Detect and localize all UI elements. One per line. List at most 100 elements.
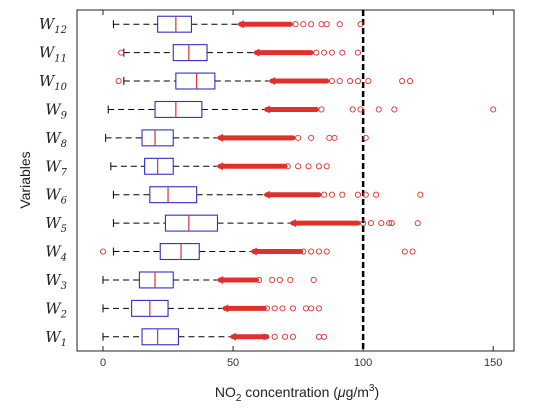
outlier-point [336,21,343,28]
box-series-group [99,15,497,346]
y-tick-label-subscript: 8 [61,139,67,150]
outlier-point [300,21,307,28]
outlier-point [308,248,315,255]
y-tick-label-letter: W [45,299,62,317]
y-tick-label: W5 [45,214,67,235]
outlier-point [287,276,294,284]
y-tick-label: W7 [45,157,67,178]
box-series-1 [102,328,328,346]
outlier-point [289,305,296,312]
outlier-point [399,77,406,85]
x-tick-label: 0 [100,357,106,369]
outlier-point [321,191,328,198]
outlier-point [386,220,393,227]
iqr-box [175,72,216,90]
dense-outliers-tip [236,20,244,29]
dense-outliers-tip [216,133,224,142]
dense-outliers-tip [249,247,257,256]
y-tick-label: W2 [45,299,67,320]
dense-outliers-tip [252,48,260,57]
y-tick-label-subscript: 12 [54,25,67,36]
y-tick-label-subscript: 6 [61,196,68,207]
y-tick-label: W4 [45,243,67,264]
box-series-8 [105,129,369,147]
outlier-point [354,77,361,85]
outlier-point [360,220,367,227]
y-tick-label-subscript: 10 [54,82,67,93]
outlier-point [276,276,283,284]
outlier-point [349,106,356,113]
x-tick-label: 50 [227,357,239,369]
x-axis-ticks: 0 50 100 150 [100,10,502,369]
outlier-point [321,333,328,340]
dense-outliers-tip [268,77,276,86]
x-tick-label: 150 [484,357,502,369]
iqr-box [159,243,200,261]
outlier-point [373,191,380,198]
box-series-3 [102,271,317,289]
outlier-point [289,333,296,340]
dense-outliers-tip [229,332,237,341]
y-tick-label-subscript: 9 [61,110,68,121]
y-tick-label-subscript: 5 [61,224,67,235]
x-axis-title-close: ) [374,384,379,400]
outlier-point [308,305,315,312]
y-tick-label-letter: W [45,271,62,289]
iqr-box [138,271,174,289]
outlier-point [365,77,372,85]
dense-outliers-tip [216,162,224,171]
outlier-point [261,333,268,340]
y-tick-label: W1 [45,328,67,349]
outlier-point [269,276,276,284]
y-tick-label-letter: W [45,243,62,261]
y-tick-label-letter: W [45,129,62,147]
outlier-point [391,106,398,113]
box-series-12 [112,15,364,33]
y-tick-label: W10 [39,72,68,93]
iqr-box [172,44,208,62]
outlier-point [409,248,416,255]
y-tick-label-subscript: 1 [61,338,67,349]
outlier-point [295,134,302,141]
x-axis-title-text: NO [215,384,236,400]
y-tick-label-subscript: 4 [60,253,67,264]
outlier-point [256,276,263,284]
outlier-point [339,49,346,56]
box-series-10 [115,72,414,90]
outlier-point [115,77,122,85]
outlier-point [401,248,408,255]
outlier-point [339,191,346,198]
iqr-box [144,157,174,175]
outlier-point [292,21,299,28]
dense-outliers-tip [262,105,270,114]
x-axis-title-unit: g/m [346,384,369,400]
outlier-point [328,77,335,85]
x-tick-label: 100 [354,357,372,369]
outlier-point [331,134,338,141]
y-tick-label-subscript: 11 [54,54,67,65]
y-tick-label-letter: W [39,72,56,90]
outlier-point [305,163,312,170]
y-tick-label-subscript: 3 [61,281,67,292]
outlier-point [354,191,361,198]
outlier-point [271,305,278,312]
outlier-point [318,106,325,113]
outlier-point [414,220,421,227]
box-series-2 [102,299,322,317]
outlier-point [378,220,385,227]
box-series-9 [107,100,497,118]
outlier-point [406,77,414,85]
y-tick-label-letter: W [45,214,62,232]
box-series-4 [99,243,416,261]
dense-outliers-tip [221,304,229,313]
outlier-point [279,305,286,312]
outlier-point [313,49,320,56]
outlier-point [375,106,382,113]
outlier-point [347,77,354,85]
y-tick-label: W12 [39,15,67,36]
x-axis-title-mid: concentration ( [241,384,338,400]
outlier-point [328,49,335,56]
iqr-box [154,100,203,118]
